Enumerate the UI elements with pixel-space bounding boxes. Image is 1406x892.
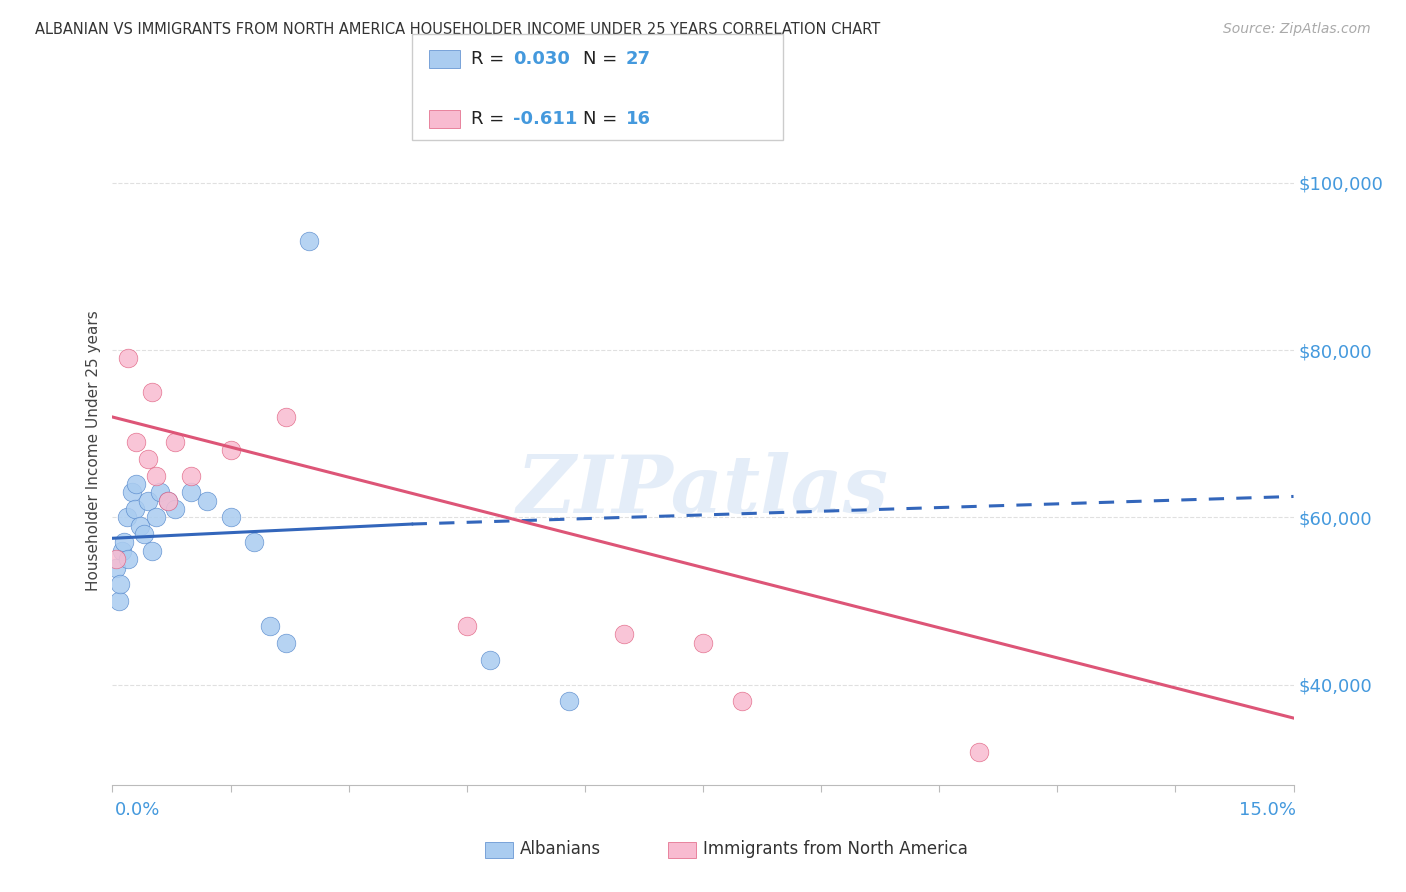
Point xyxy=(121,485,143,500)
Point xyxy=(967,744,990,758)
Point xyxy=(259,619,281,633)
Text: ALBANIAN VS IMMIGRANTS FROM NORTH AMERICA HOUSEHOLDER INCOME UNDER 25 YEARS CORR: ALBANIAN VS IMMIGRANTS FROM NORTH AMERIC… xyxy=(35,22,880,37)
Point xyxy=(110,577,132,591)
Point xyxy=(105,560,128,574)
Point xyxy=(558,694,581,708)
Point xyxy=(107,594,129,608)
Text: R =: R = xyxy=(471,110,510,128)
Point xyxy=(692,636,714,650)
Point xyxy=(156,493,179,508)
Text: N =: N = xyxy=(583,110,623,128)
Point xyxy=(125,435,148,450)
Point xyxy=(149,485,172,500)
Text: 0.030: 0.030 xyxy=(513,50,569,68)
Point xyxy=(145,468,167,483)
Text: 16: 16 xyxy=(626,110,651,128)
Text: N =: N = xyxy=(583,50,623,68)
Point xyxy=(145,510,167,524)
Point xyxy=(124,502,146,516)
Point xyxy=(129,518,152,533)
Point xyxy=(115,510,138,524)
Point xyxy=(105,552,128,566)
Point xyxy=(165,502,187,516)
Point xyxy=(165,435,187,450)
Point xyxy=(112,535,135,549)
Point xyxy=(156,493,179,508)
Point xyxy=(136,493,159,508)
Point xyxy=(479,652,502,666)
Point xyxy=(274,636,297,650)
Point xyxy=(136,451,159,466)
Point xyxy=(613,627,636,641)
Point xyxy=(141,544,163,558)
Point xyxy=(298,235,321,249)
Point xyxy=(731,694,754,708)
Point xyxy=(195,493,218,508)
Point xyxy=(111,544,134,558)
Text: 15.0%: 15.0% xyxy=(1239,801,1296,819)
Text: Albanians: Albanians xyxy=(520,840,602,858)
Point xyxy=(219,510,242,524)
Text: 27: 27 xyxy=(626,50,651,68)
Point xyxy=(117,351,139,366)
Text: R =: R = xyxy=(471,50,510,68)
Text: 0.0%: 0.0% xyxy=(115,801,160,819)
Point xyxy=(243,535,266,549)
Point xyxy=(274,410,297,425)
Point xyxy=(132,527,155,541)
Point xyxy=(141,384,163,399)
Point xyxy=(456,619,478,633)
Text: ZIPatlas: ZIPatlas xyxy=(517,452,889,529)
Point xyxy=(180,468,202,483)
Text: Immigrants from North America: Immigrants from North America xyxy=(703,840,967,858)
Point xyxy=(117,552,139,566)
Point xyxy=(125,476,148,491)
Y-axis label: Householder Income Under 25 years: Householder Income Under 25 years xyxy=(86,310,101,591)
Point xyxy=(180,485,202,500)
Point xyxy=(219,443,242,458)
Text: -0.611: -0.611 xyxy=(513,110,578,128)
Text: Source: ZipAtlas.com: Source: ZipAtlas.com xyxy=(1223,22,1371,37)
